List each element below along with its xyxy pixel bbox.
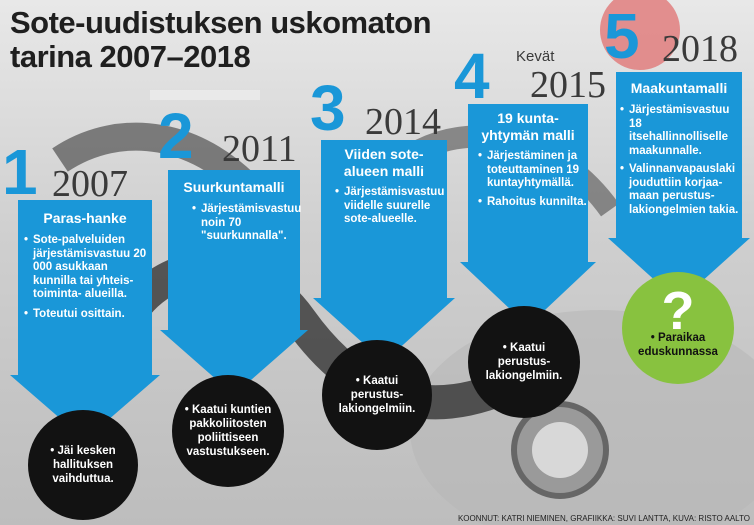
outcome-circle-green: ? • Paraikaa eduskunnassa [622,272,734,384]
arrow-shape: Suurkuntamalli Järjestämisvastuu noin 70… [160,170,308,395]
title-line-1: Sote-uudistuksen uskomaton [10,5,432,40]
step-bullet: Toteutui osittain. [24,308,152,322]
step-year: 2018 [662,28,738,70]
question-mark: ? [661,281,695,341]
outcome-text: • Kaatui perustus-lakiongelmiin. [338,375,416,415]
step-year: 2007 [52,163,128,205]
step-number: 4 [454,40,490,112]
outcome-circle: • Kaatui perustus-lakiongelmiin. [322,340,432,450]
outcome-text: • Paraikaa eduskunnassa [638,332,718,358]
step-year: 2014 [365,101,441,143]
arrow-shape: Viiden sote-alueen malli Järjestämisvast… [313,140,455,362]
step-heading: Paras-hanke [43,210,127,226]
step-bullet: Järjestämisvastuu 18 itsehallinnollisell… [620,104,742,158]
outcome-circle: • Jäi kesken hallituksen vaihduttua. [28,410,138,520]
step-bullet: Rahoitus kunnilta. [478,196,588,210]
step-bullet: Järjestäminen ja toteuttaminen 19 kuntay… [478,150,588,191]
step-year: 2015 [530,64,606,106]
arrow-shape: 19 kunta-yhtymän malli Järjestäminen ja … [460,104,596,326]
outcome-text: • Kaatui perustus-lakiongelmiin. [485,342,563,382]
title-line-2: tarina 2007–2018 [10,39,251,74]
step-number: 1 [2,136,38,208]
step-year: 2011 [222,128,297,170]
step-heading: Viiden sote-alueen malli [343,146,425,179]
step-heading: Maakuntamalli [630,80,728,96]
step-number: 3 [310,72,346,144]
outcome-text: • Kaatui kuntien pakkoliitosten poliitti… [184,404,272,458]
step-heading: 19 kunta-yhtymän malli [481,110,575,143]
credits: KOONNUT: KATRI NIEMINEN, GRAFIIKKA: SUVI… [457,514,750,523]
step-season: Kevät [516,48,555,65]
step-number: 2 [158,100,194,172]
step-heading: Suurkuntamalli [183,179,285,195]
infographic-title: Sote-uudistuksen uskomaton tarina 2007–2… [10,5,432,74]
outcome-circle: • Kaatui perustus-lakiongelmiin. [468,306,580,418]
arrow-shape: Maakuntamalli Järjestämisvastuu 18 itseh… [608,72,750,302]
step-bullet: Järjestämisvastuu viidelle suurelle sote… [335,186,444,227]
arrow-shape: Paras-hanke Sote-palveluiden järjestämis… [10,200,160,440]
step-number: 5 [604,0,640,72]
step-bullet: Järjestämisvastuu noin 70 "suurkunnalla"… [192,203,301,244]
outcome-text: • Jäi kesken hallituksen vaihduttua. [50,445,116,485]
step-bullet: Sote-palveluiden järjestämisvastuu 20 00… [24,234,152,302]
step-bullet: Valinnanvapauslaki jouduttiin korjaa-maa… [620,163,742,217]
outcome-circle: • Kaatui kuntien pakkoliitosten poliitti… [172,375,284,487]
